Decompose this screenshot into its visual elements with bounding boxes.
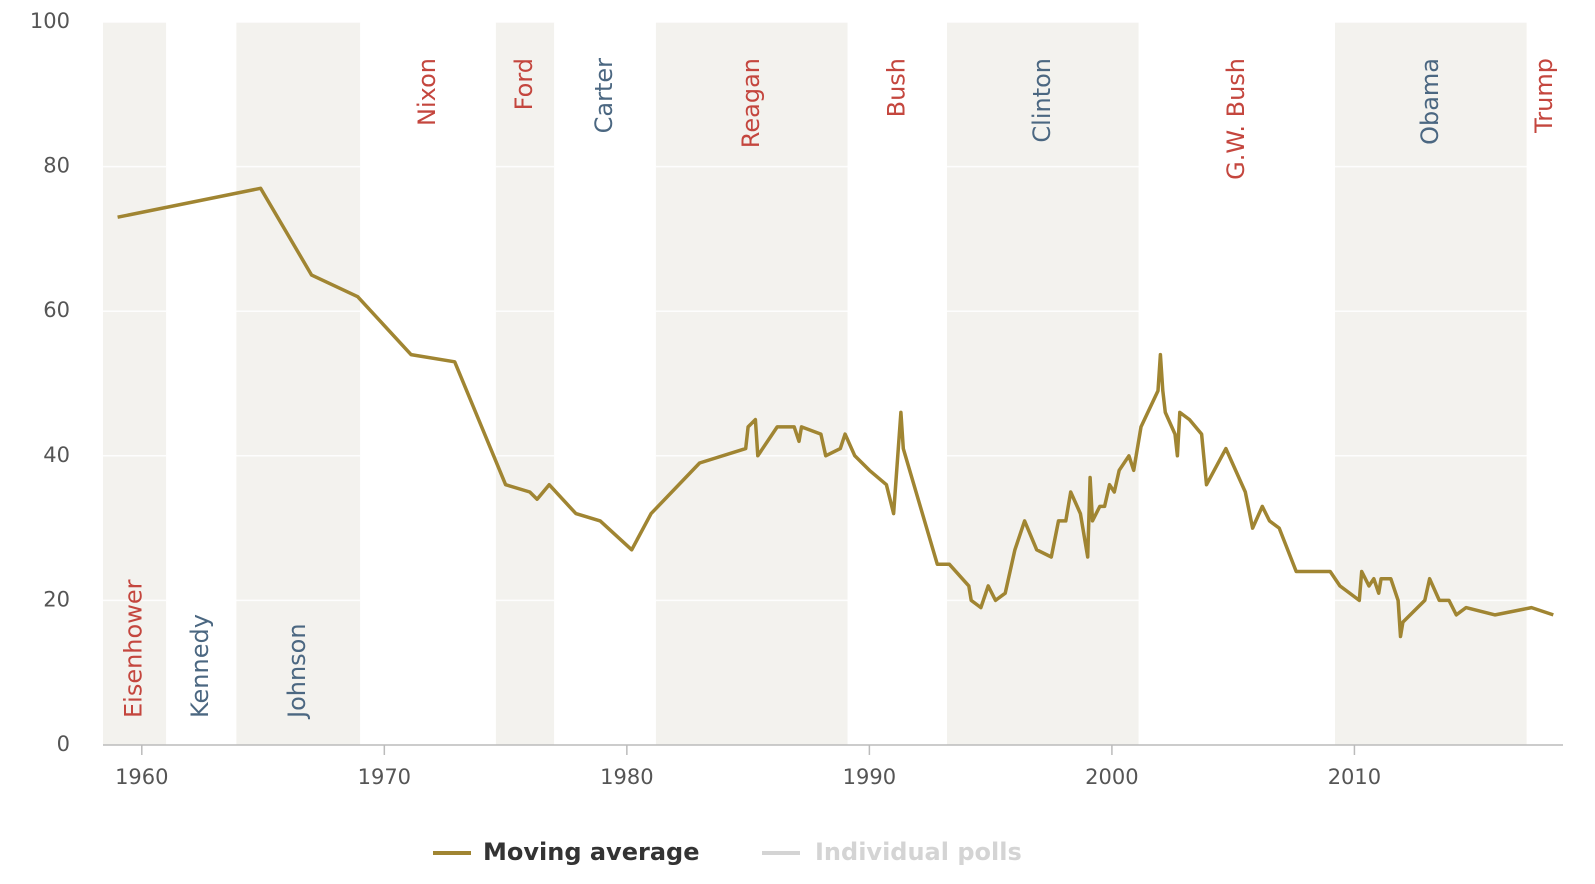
- president-label: Obama: [1416, 58, 1444, 145]
- president-label: Eisenhower: [120, 579, 148, 718]
- term-band: [236, 22, 361, 745]
- x-tick-label: 1960: [115, 765, 168, 789]
- president-label: Ford: [510, 58, 538, 110]
- legend-label: Moving average: [483, 838, 699, 866]
- x-tick-label: 1990: [843, 765, 896, 789]
- term-band: [655, 22, 848, 745]
- x-tick-label: 2000: [1085, 765, 1138, 789]
- term-band: [946, 22, 1139, 745]
- x-tick-label: 1980: [600, 765, 653, 789]
- president-label: Bush: [882, 58, 910, 117]
- president-label: Johnson: [283, 623, 311, 720]
- president-label: G.W. Bush: [1222, 58, 1250, 180]
- term-band: [1335, 22, 1527, 745]
- president-label: Kennedy: [186, 614, 214, 718]
- president-label: Clinton: [1028, 58, 1056, 143]
- y-tick-label: 20: [43, 587, 70, 611]
- x-tick-label: 2010: [1328, 765, 1381, 789]
- term-band: [495, 22, 555, 745]
- moving-average-line: [117, 186, 1554, 639]
- president-label: Carter: [590, 58, 618, 134]
- president-label: Trump: [1530, 58, 1558, 134]
- legend-label: Individual polls: [815, 838, 1022, 866]
- president-label: Reagan: [737, 58, 765, 148]
- x-tick-label: 1970: [358, 765, 411, 789]
- y-tick-label: 0: [57, 732, 70, 756]
- y-tick-label: 60: [43, 298, 70, 322]
- y-tick-label: 100: [30, 9, 70, 33]
- term-band: [103, 22, 167, 745]
- y-tick-label: 80: [43, 154, 70, 178]
- y-tick-label: 40: [43, 443, 70, 467]
- president-label: Nixon: [413, 58, 441, 126]
